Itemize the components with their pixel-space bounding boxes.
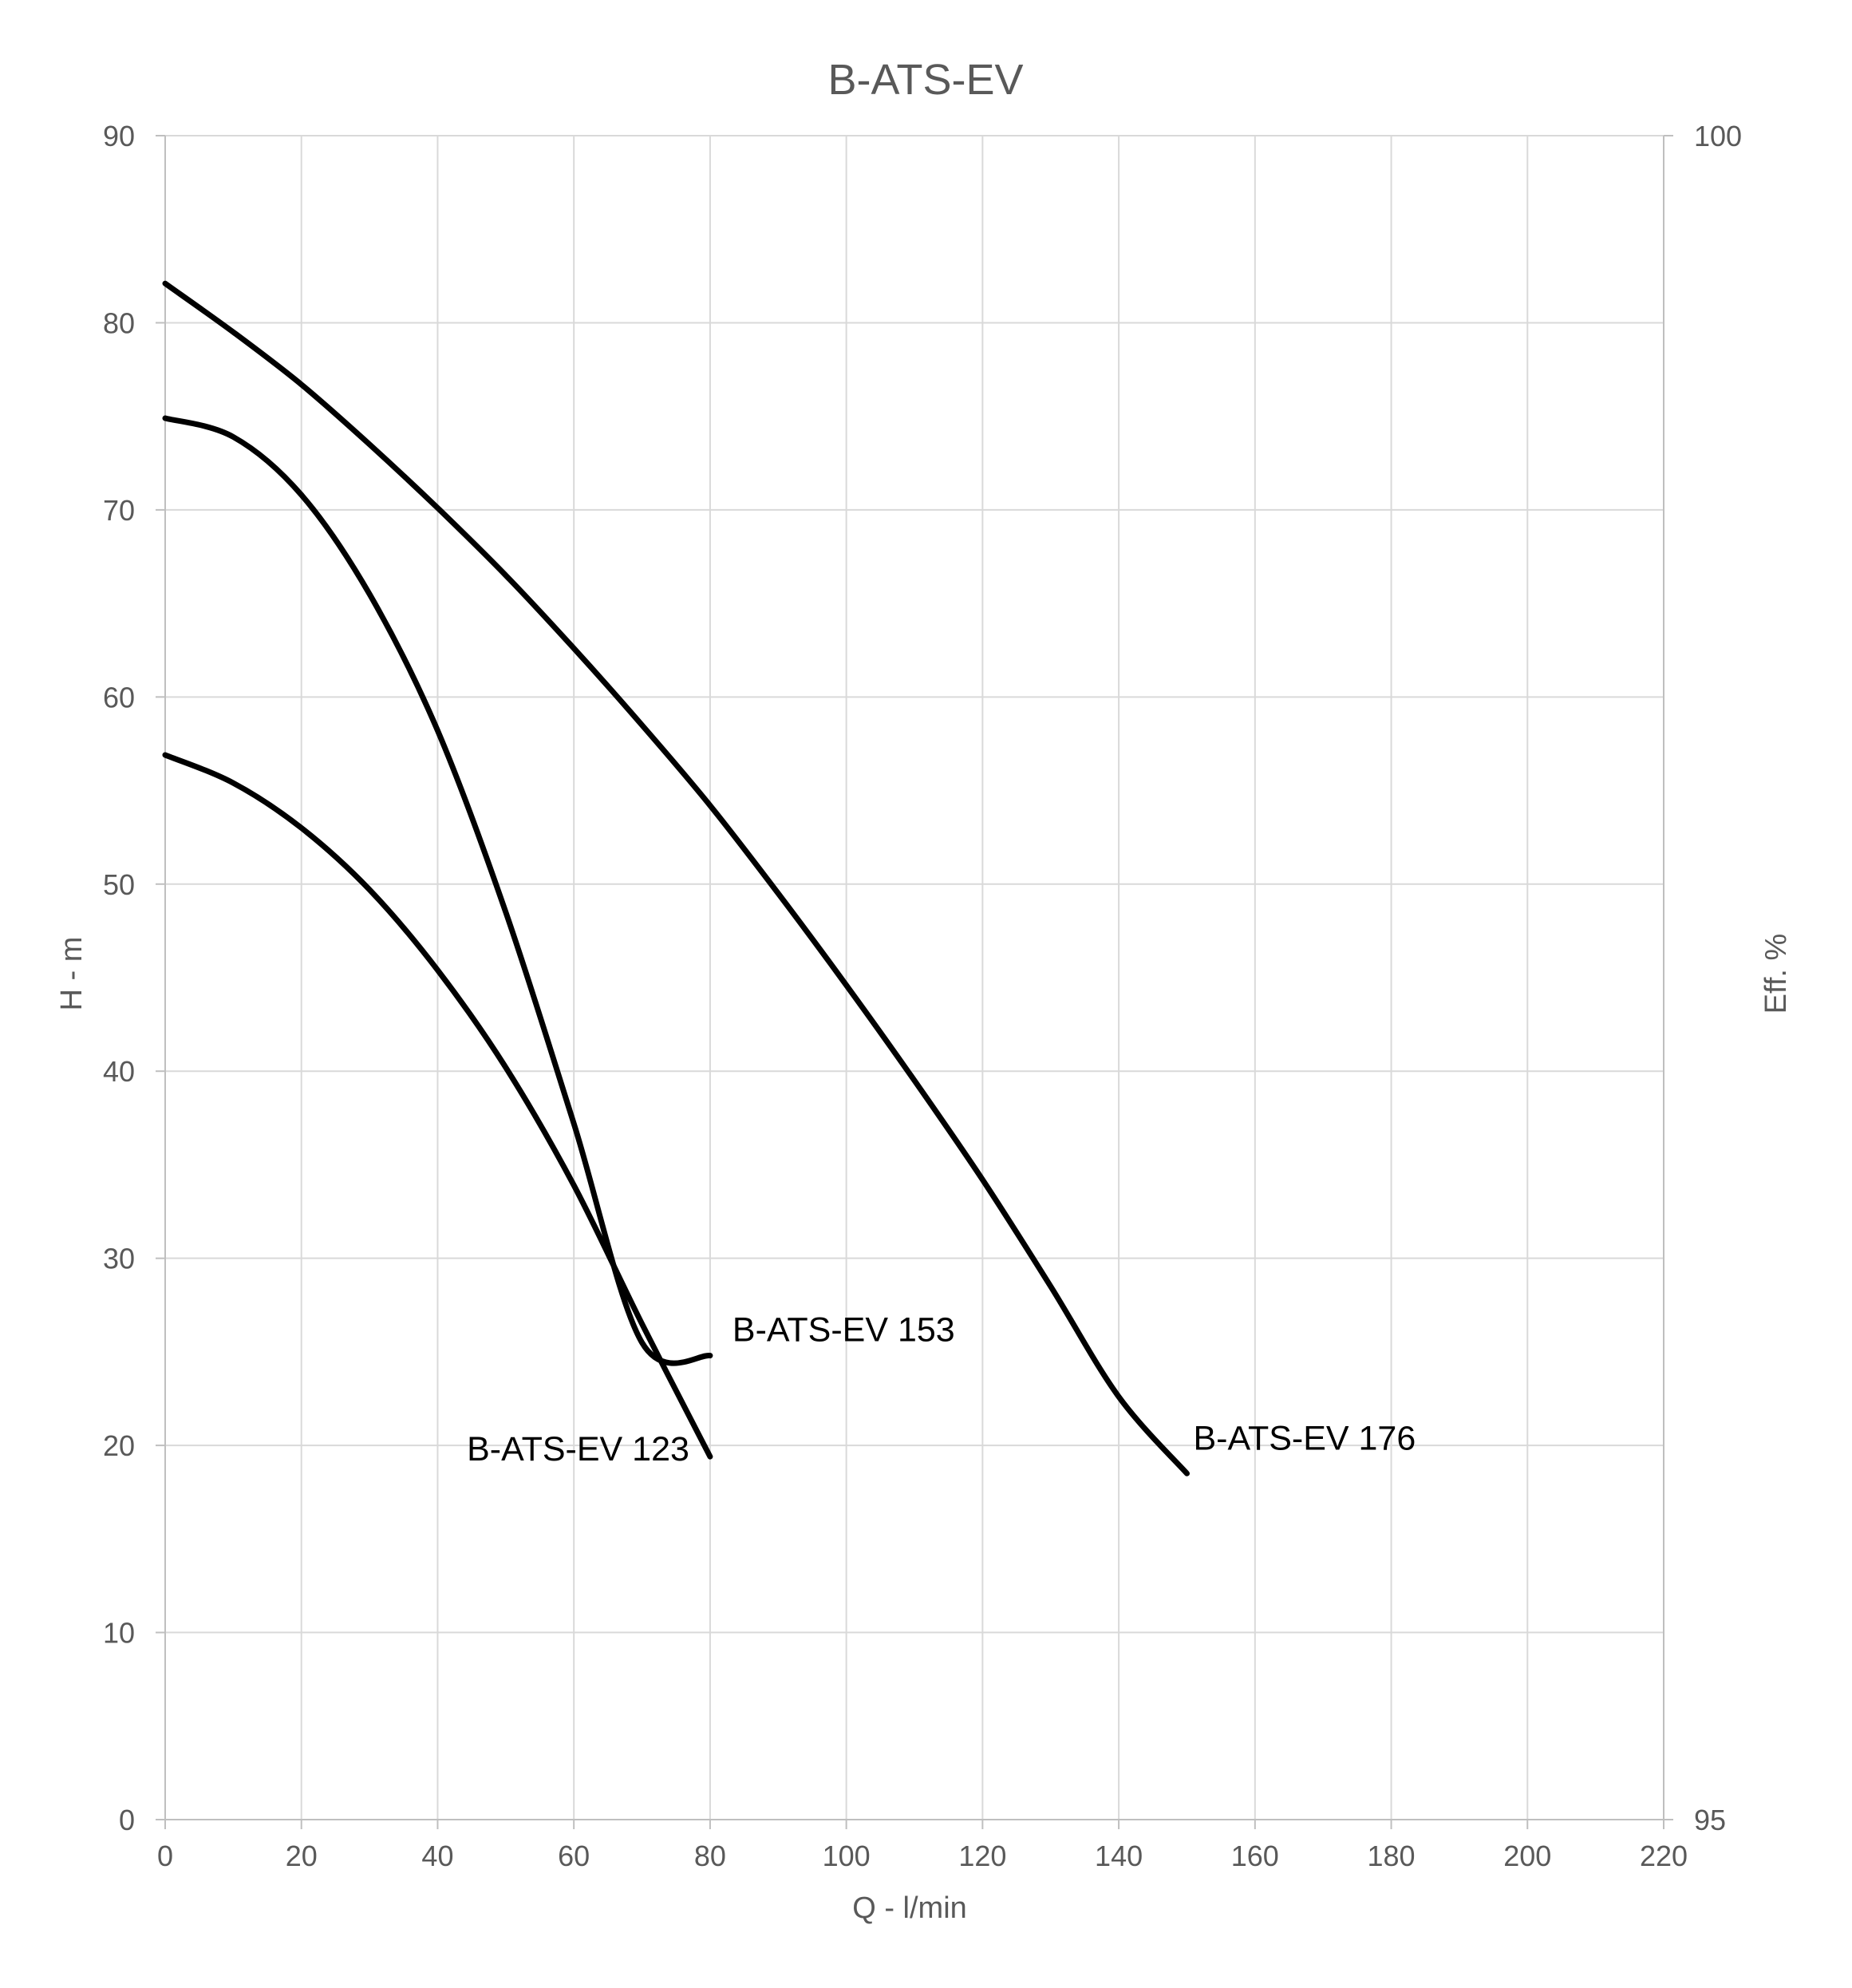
chart-title: B-ATS-EV — [827, 56, 1023, 104]
x-tick-label: 120 — [958, 1840, 1006, 1872]
y-tick-label: 40 — [103, 1055, 135, 1088]
x-tick-label: 220 — [1640, 1840, 1688, 1872]
x-tick-label: 0 — [157, 1840, 173, 1872]
y-tick-label: 0 — [119, 1804, 135, 1836]
y-tick-label: 10 — [103, 1617, 135, 1650]
series-123-label: B-ATS-EV 123 — [467, 1430, 689, 1468]
y-tick-label: 50 — [103, 868, 135, 901]
x-tick-label: 100 — [823, 1840, 871, 1872]
y-axis-label: H - m — [55, 937, 89, 1011]
y-tick-label: 20 — [103, 1429, 135, 1462]
y-tick-label: 70 — [103, 494, 135, 527]
axis-layer — [156, 135, 1673, 1829]
x-tick-label: 160 — [1231, 1840, 1279, 1872]
series-153-label: B-ATS-EV 153 — [733, 1311, 955, 1350]
y-tick-label: 30 — [103, 1243, 135, 1275]
x-tick-label: 140 — [1095, 1840, 1143, 1872]
x-tick-label: 200 — [1503, 1840, 1551, 1872]
y-tick-label: 80 — [103, 306, 135, 339]
x-tick-label: 60 — [558, 1840, 590, 1872]
x-tick-label: 40 — [421, 1840, 453, 1872]
y2-axis-label: Eff. % — [1759, 934, 1793, 1014]
y2-tick-label: 100 — [1694, 120, 1742, 152]
x-tick-label: 180 — [1368, 1840, 1416, 1872]
x-axis-label: Q - l/min — [852, 1891, 967, 1925]
series-layer — [162, 280, 1190, 1476]
x-tick-label: 80 — [694, 1840, 726, 1872]
grid-layer — [164, 135, 1664, 1820]
y2-tick-label: 95 — [1694, 1804, 1726, 1836]
series-176-line — [162, 280, 1190, 1476]
y-tick-label: 60 — [103, 681, 135, 713]
x-tick-label: 20 — [286, 1840, 318, 1872]
series-176-label: B-ATS-EV 176 — [1193, 1419, 1416, 1457]
series-123-line — [162, 752, 713, 1460]
y-tick-label: 90 — [103, 120, 135, 152]
text-layer: B-ATS-EV Q - l/min H - m Eff. % 0 20 40 60 8… — [55, 56, 1793, 1925]
